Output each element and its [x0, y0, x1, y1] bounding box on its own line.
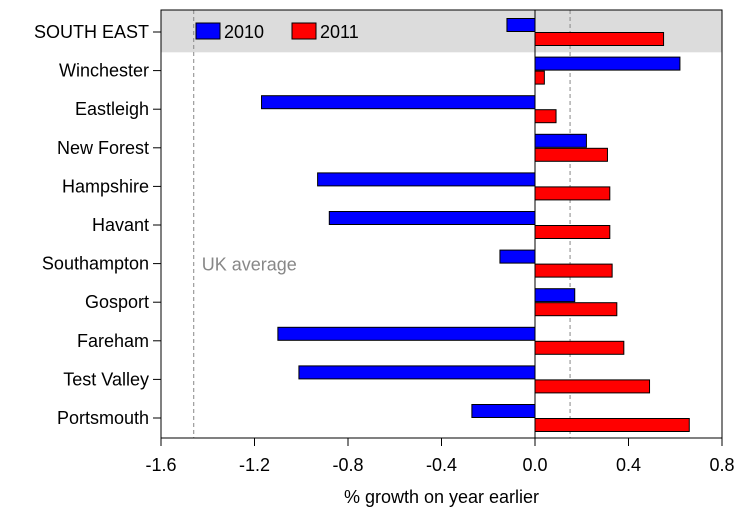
bar-2011: [534, 302, 618, 317]
y-tick-label: Havant: [92, 215, 149, 235]
legend-label: 2010: [224, 22, 264, 42]
bar-2010: [506, 18, 536, 32]
bar-2010: [499, 249, 536, 264]
x-axis: -1.6 -1.2 -0.8 -0.4 0.0 0.4 0.8: [145, 438, 735, 475]
bar-2011: [534, 379, 651, 394]
bar-2011: [534, 225, 611, 239]
x-tick-label: -0.8: [332, 455, 363, 475]
bar-2010: [534, 56, 681, 71]
y-tick-label: New Forest: [57, 138, 149, 158]
bar-2011: [534, 263, 613, 278]
legend-label: 2011: [320, 22, 359, 42]
bar-2010: [298, 365, 536, 380]
bar-2010: [277, 326, 536, 341]
y-tick-label: Gosport: [85, 292, 149, 312]
bar-2010: [534, 288, 576, 303]
y-tick-label: Hampshire: [62, 176, 149, 196]
x-axis-label: % growth on year earlier: [344, 487, 539, 507]
bar-2011: [534, 147, 608, 162]
bar-2011: [534, 186, 611, 201]
bar-2010: [534, 133, 587, 148]
bar-2010: [328, 211, 536, 225]
y-tick-label: Winchester: [59, 61, 149, 81]
x-tick-label: -0.4: [426, 455, 457, 475]
legend-swatch-2010: [195, 22, 221, 40]
bars: [261, 18, 690, 432]
bar-2011: [534, 418, 690, 432]
y-tick-label: Southampton: [42, 254, 149, 274]
legend: 2010 2011: [195, 22, 359, 42]
x-tick-label: -1.2: [239, 455, 270, 475]
bar-2011: [534, 70, 545, 85]
y-tick-label: SOUTH EAST: [34, 22, 149, 42]
x-tick-label: -1.6: [145, 455, 176, 475]
y-tick-label: Eastleigh: [75, 99, 149, 119]
x-tick-label: 0.0: [522, 455, 547, 475]
bar-2010: [317, 172, 536, 187]
y-tick-label: Test Valley: [63, 369, 149, 389]
bar-2010: [471, 404, 536, 418]
reference-line-label: UK average: [202, 255, 297, 275]
bar-2011: [534, 340, 625, 355]
y-axis: SOUTH EAST Winchester Eastleigh New Forest H…: [34, 22, 161, 428]
x-tick-label: 0.8: [709, 455, 734, 475]
x-tick-label: 0.4: [616, 455, 641, 475]
y-tick-label: Fareham: [77, 331, 149, 351]
legend-swatch-2011: [291, 22, 317, 40]
reference-lines: UK average: [193, 10, 571, 438]
bar-2011: [534, 32, 665, 46]
y-tick-label: Portsmouth: [57, 408, 149, 428]
bar-2011: [534, 109, 557, 124]
bar-2010: [261, 95, 536, 110]
